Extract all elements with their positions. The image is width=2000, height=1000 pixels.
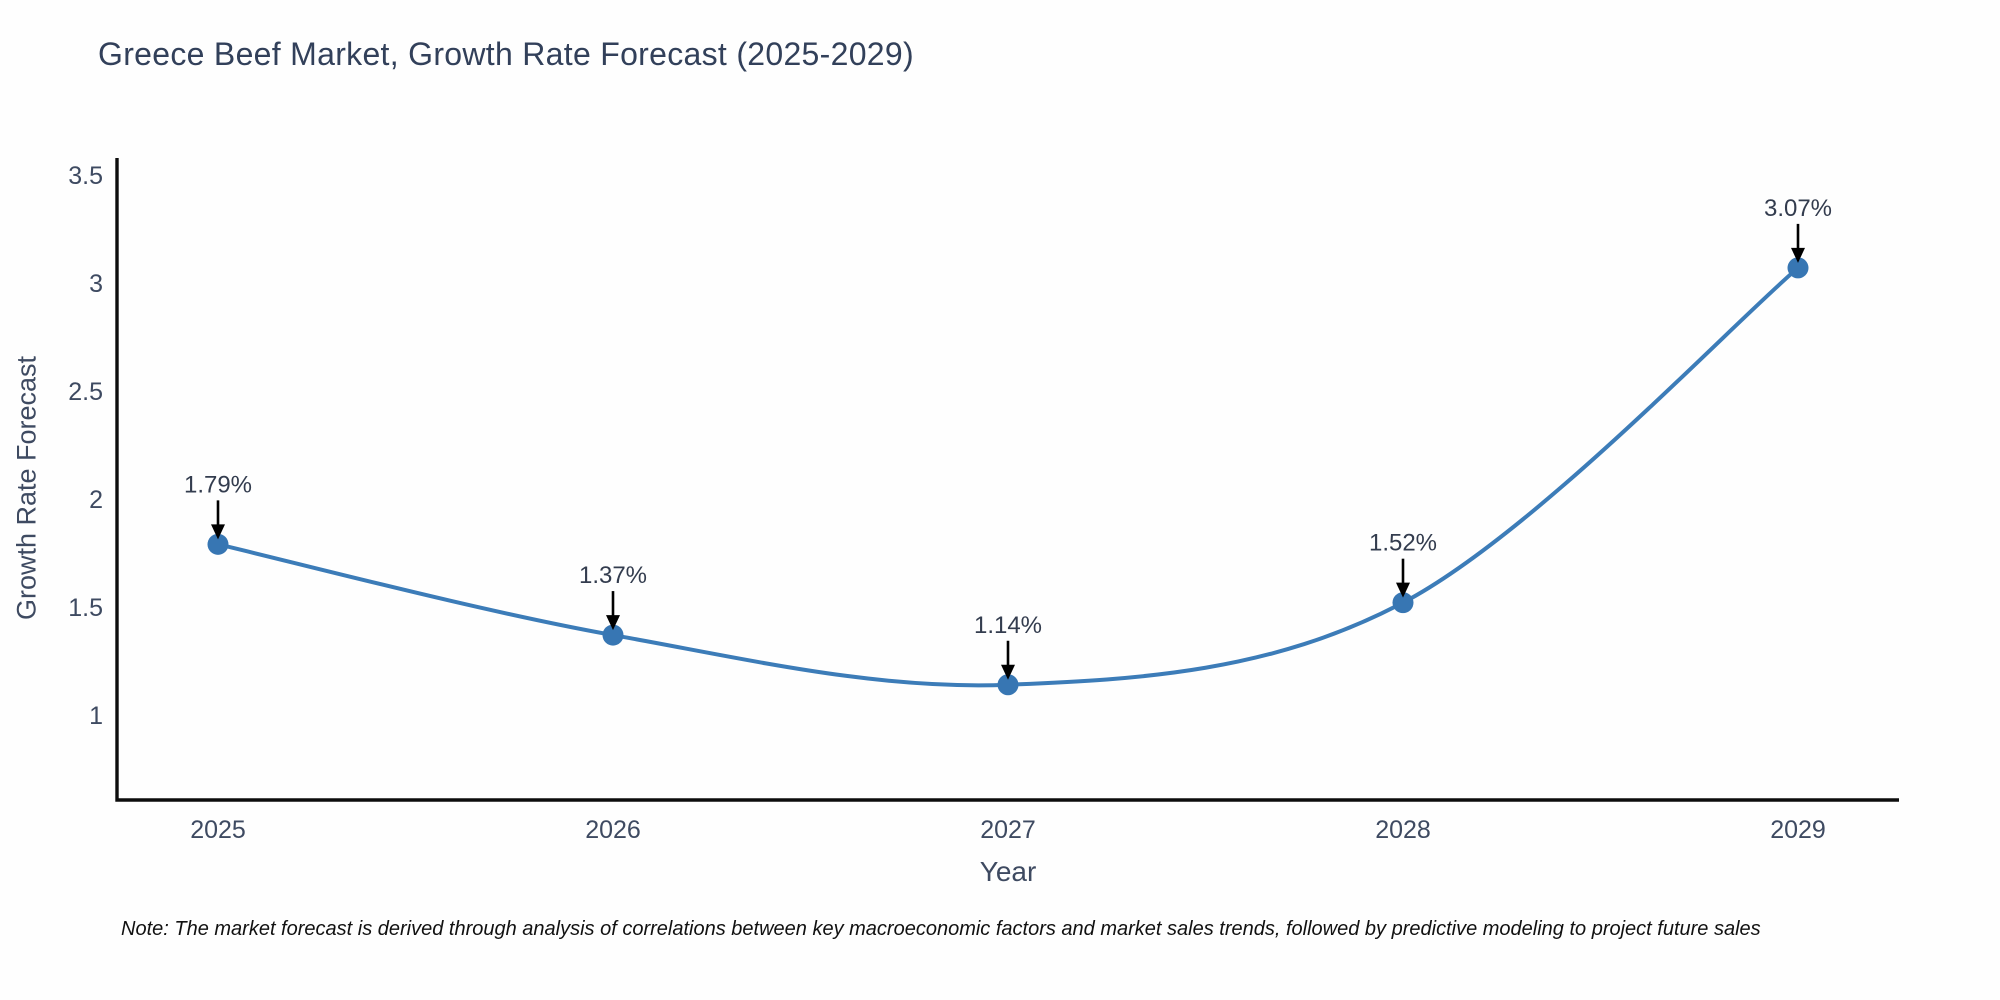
axis-lines bbox=[115, 158, 1899, 802]
y-tick-label: 1.5 bbox=[68, 594, 103, 622]
y-tick-label: 2.5 bbox=[68, 378, 103, 406]
data-point-marker bbox=[1392, 592, 1414, 614]
x-tick-label: 2028 bbox=[1375, 816, 1431, 844]
x-tick-label: 2029 bbox=[1770, 816, 1826, 844]
x-tick-label: 2025 bbox=[190, 816, 246, 844]
annotation-label: 1.37% bbox=[579, 562, 647, 589]
annotation-label: 1.79% bbox=[184, 471, 252, 498]
data-point-marker bbox=[997, 674, 1019, 696]
annotation-label: 1.52% bbox=[1369, 530, 1437, 557]
annotation-arrowhead bbox=[1001, 664, 1015, 680]
x-axis-label: Year bbox=[979, 856, 1037, 887]
annotation-arrowhead bbox=[1791, 247, 1805, 263]
data-point-marker bbox=[207, 533, 229, 555]
annotation-arrowhead bbox=[1396, 582, 1410, 598]
annotation-arrowhead bbox=[211, 524, 225, 540]
y-tick-label: 3 bbox=[89, 270, 103, 298]
footnote: Note: The market forecast is derived thr… bbox=[121, 918, 1761, 940]
data-point-marker bbox=[1787, 257, 1809, 279]
chart-title: Greece Beef Market, Growth Rate Forecast… bbox=[98, 36, 914, 72]
x-tick-label: 2027 bbox=[980, 816, 1036, 844]
annotation-label: 1.14% bbox=[974, 612, 1042, 639]
y-axis-label: Growth Rate Forecast bbox=[11, 355, 42, 621]
x-tick-label: 2026 bbox=[585, 816, 641, 844]
annotation-arrowhead bbox=[606, 615, 620, 631]
y-tick-label: 1 bbox=[89, 702, 103, 730]
annotation-label: 3.07% bbox=[1764, 195, 1832, 222]
y-tick-label: 2 bbox=[89, 486, 103, 514]
data-point-marker bbox=[602, 624, 624, 646]
y-tick-label: 3.5 bbox=[68, 162, 103, 190]
